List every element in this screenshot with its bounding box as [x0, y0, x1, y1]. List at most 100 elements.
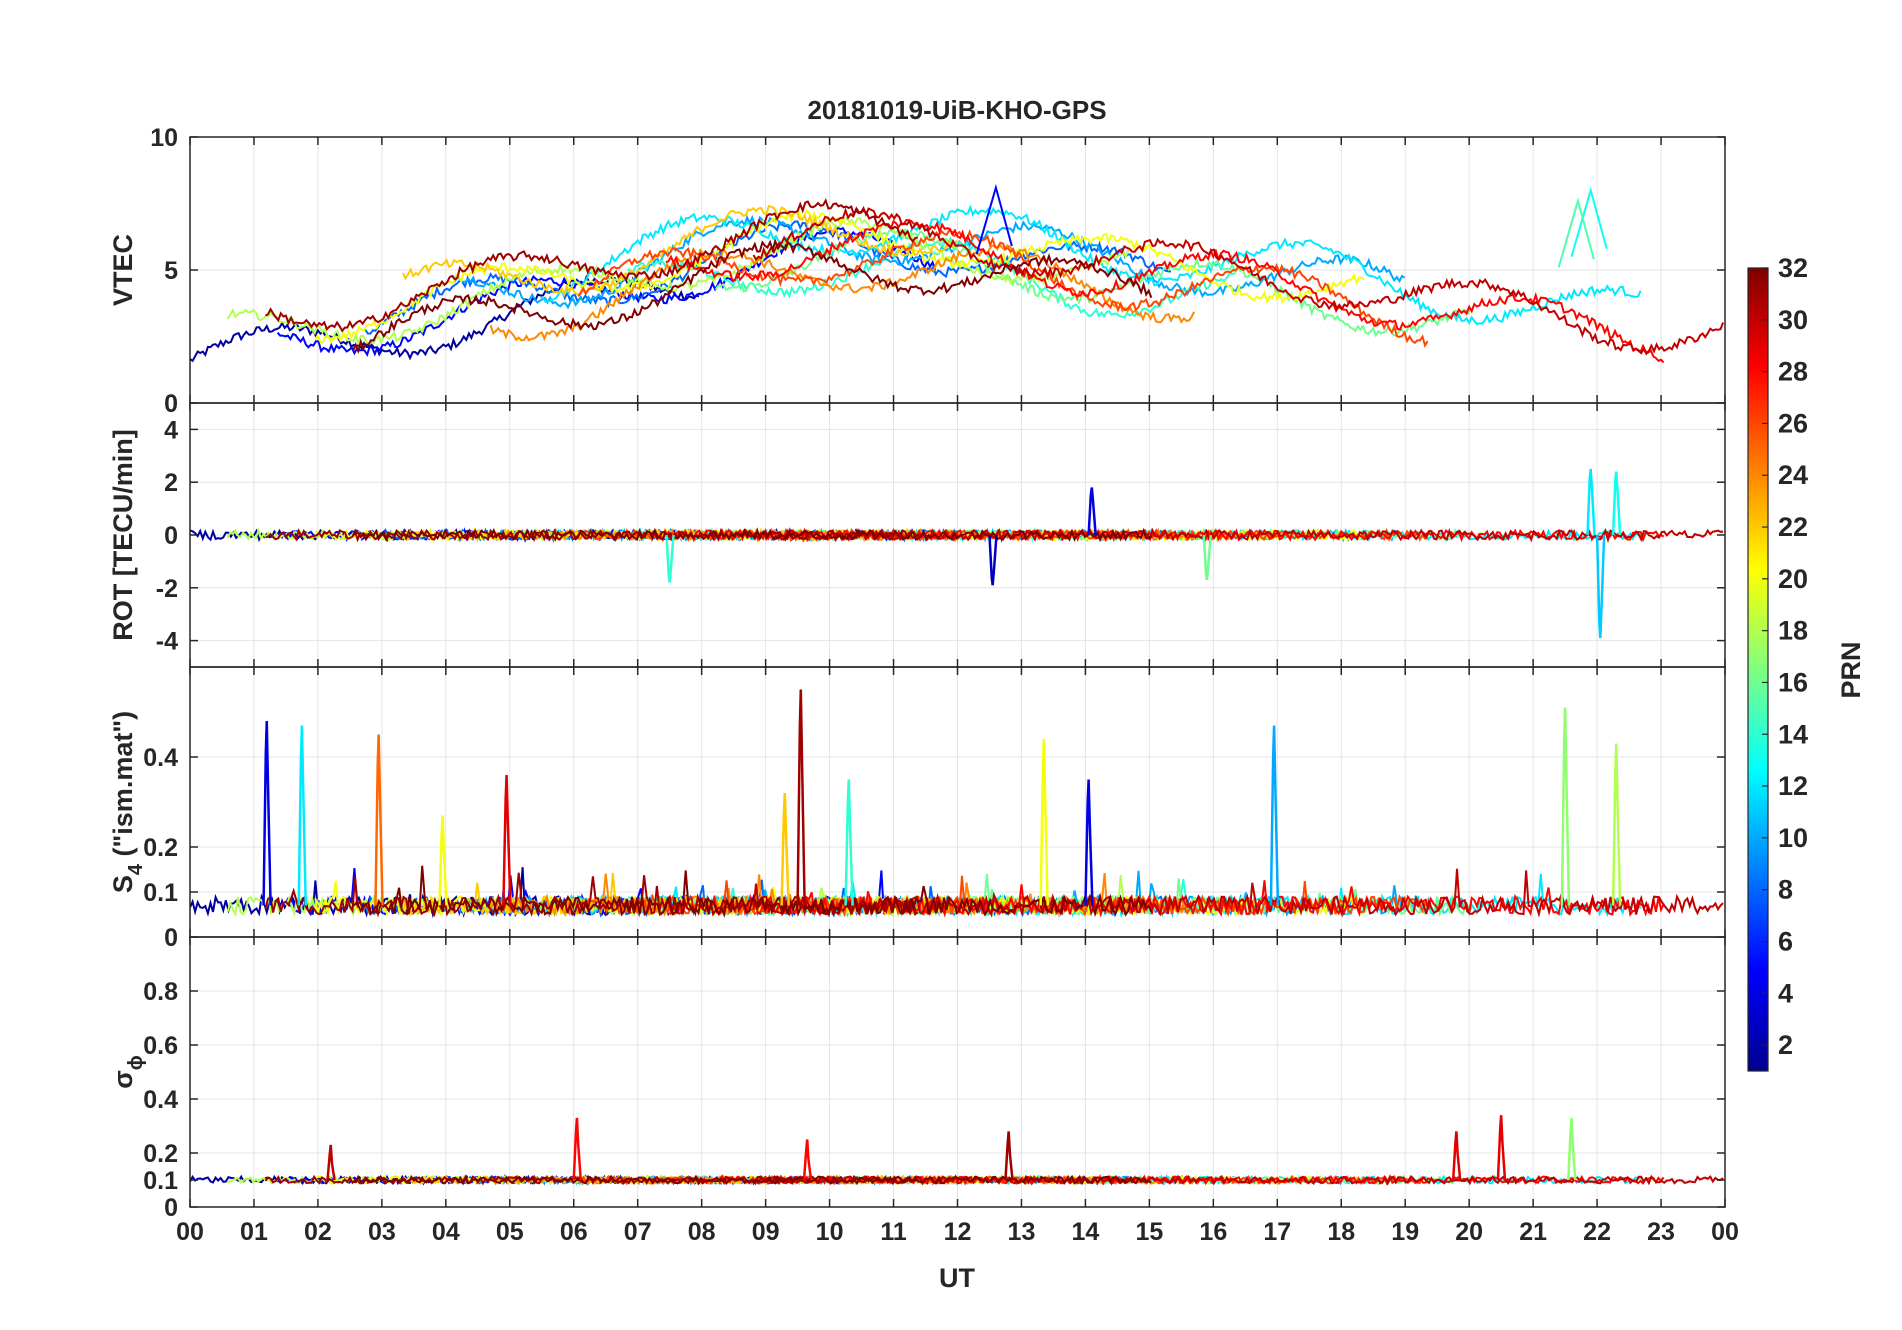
- spike-prn-17: [1567, 1117, 1577, 1181]
- series-prn-24: [489, 243, 1195, 342]
- x-tick-label: 04: [432, 1218, 460, 1246]
- series-prn-32: [352, 1174, 1152, 1186]
- x-tick-label: 15: [1135, 1218, 1163, 1246]
- spike-prn-29: [502, 774, 512, 906]
- x-tick-label: 11: [880, 1218, 907, 1246]
- spike-prn-28: [572, 1117, 583, 1181]
- y-label-main: S: [108, 875, 138, 893]
- spike-prn-17: [1560, 707, 1571, 906]
- x-tick-label: 06: [560, 1218, 588, 1246]
- x-tick-label: 03: [368, 1218, 396, 1246]
- spike-prn-20: [438, 815, 448, 906]
- x-tick-label: 14: [1072, 1218, 1100, 1246]
- spike-prn-29: [1451, 1131, 1462, 1181]
- y-tick-label: 10: [150, 124, 178, 152]
- y-tick-label: 0.4: [143, 744, 178, 772]
- colorbar-tick-label: 30: [1778, 305, 1808, 335]
- spike-prn-25: [374, 734, 384, 906]
- spike-prn-4: [262, 720, 272, 906]
- x-tick-label: 23: [1647, 1218, 1675, 1246]
- y-label-sub: ϕ: [125, 1055, 147, 1070]
- y-tick-label: 0: [164, 924, 178, 952]
- colorbar-tick-label: 18: [1778, 616, 1808, 646]
- x-tick-label: 09: [752, 1218, 780, 1246]
- spike-prn-16: [1202, 534, 1213, 581]
- spike-prn-28: [802, 1139, 813, 1181]
- colorbar-label: PRN: [1836, 641, 1866, 698]
- series-prn-10: [452, 214, 1406, 310]
- y-tick-label: 2: [164, 469, 178, 497]
- colorbar-tick-label: 32: [1778, 253, 1808, 283]
- colorbar-tick-label: 6: [1778, 926, 1793, 956]
- peak-prn-13: [1570, 186, 1608, 257]
- x-tick-label: 19: [1391, 1218, 1419, 1246]
- colorbar-tick-label: 28: [1778, 357, 1808, 387]
- x-axis-label: UT: [939, 1263, 975, 1293]
- colorbar-gradient: [1747, 267, 1769, 1072]
- y-tick-label: 0: [164, 390, 178, 418]
- traces-sigma_phi: [190, 1115, 1724, 1186]
- series-prn-31: [265, 198, 918, 333]
- colorbar-tick-label: 16: [1778, 667, 1808, 697]
- colorbar-tick-label: 8: [1778, 875, 1793, 905]
- x-tick-label: 22: [1583, 1218, 1611, 1246]
- y-label-suffix: ("ism.mat"): [108, 711, 138, 864]
- panel-sigma_phi: 00.10.2 0.4 0.6 0.8 σϕ: [108, 936, 1726, 1222]
- panel-vtec: 0 5 10 VTEC: [108, 124, 1726, 418]
- series-prn-14: [627, 236, 1235, 319]
- colorbar-tick-label: 20: [1778, 564, 1808, 594]
- traces-vtec: [190, 183, 1725, 364]
- peak-prn-5: [975, 183, 1013, 255]
- spike-prn-14: [844, 779, 854, 906]
- y-tick-label: -2: [156, 575, 178, 603]
- series-prn-28: [665, 219, 1665, 364]
- spike-prn-22: [780, 792, 790, 906]
- x-tick-label: 00: [1711, 1218, 1739, 1246]
- spike-prn-10: [1269, 725, 1280, 906]
- spike-prn-4: [1084, 779, 1094, 906]
- x-tick-label: 12: [944, 1218, 972, 1246]
- y-tick-label: 0.2: [143, 834, 178, 862]
- spike-prn-13: [1611, 471, 1622, 536]
- x-tick-label: 17: [1263, 1218, 1291, 1246]
- colorbar-tick-label: 22: [1778, 512, 1808, 542]
- spike-prn-31: [1004, 1131, 1014, 1181]
- y-axis-label-vtec: VTEC: [108, 234, 138, 306]
- colorbar-tick-label: 4: [1778, 978, 1793, 1008]
- y-axis-label-sigma_phi: σϕ: [108, 1055, 147, 1088]
- y-tick-label: 0.6: [143, 1032, 178, 1060]
- series-prn-22: [402, 204, 959, 298]
- spike-prn-12: [1586, 468, 1596, 536]
- peak-prn-15: [1557, 197, 1595, 268]
- grid-sigma_phi: [190, 937, 1725, 1208]
- y-tick-label: -4: [156, 628, 178, 656]
- series-prn-18: [226, 216, 1130, 346]
- x-tick-label: 13: [1008, 1218, 1036, 1246]
- y-tick-label: 0.1: [143, 1167, 178, 1195]
- spike-prn-31: [796, 689, 806, 906]
- y-tick-label: 4: [164, 416, 178, 444]
- chart-title: 20181019-UiB-KHO-GPS: [807, 95, 1106, 125]
- y-tick-label: 0: [164, 522, 178, 550]
- y-axis-label-s4: S4 ("ism.mat"): [108, 711, 147, 893]
- series-prn-12: [540, 204, 1642, 326]
- panel-rot: -4 -2 0 2 4 ROT [TECU/min]: [108, 402, 1726, 668]
- colorbar-tick-label: 24: [1778, 460, 1808, 490]
- traces-rot: [190, 468, 1724, 639]
- spike-prn-29: [1496, 1115, 1507, 1181]
- x-tick-label: 01: [240, 1218, 268, 1246]
- spike-prn-14: [665, 534, 675, 583]
- spike-prn-11: [1595, 534, 1606, 639]
- series-prn-32: [352, 237, 1153, 355]
- x-tick-label: 21: [1519, 1218, 1547, 1246]
- y-tick-label: 0.8: [143, 978, 178, 1006]
- y-tick-label: 0.2: [143, 1140, 178, 1168]
- spike-prn-12: [297, 725, 308, 906]
- x-tick-label: 20: [1455, 1218, 1483, 1246]
- panel-s4: 00.10.20.4S4 ("ism.mat"): [108, 666, 1726, 952]
- spike-prn-30: [326, 1144, 336, 1181]
- colorbar-tick-label: 26: [1778, 408, 1808, 438]
- x-tick-label: 08: [688, 1218, 716, 1246]
- colorbar-tick-label: 2: [1778, 1030, 1793, 1060]
